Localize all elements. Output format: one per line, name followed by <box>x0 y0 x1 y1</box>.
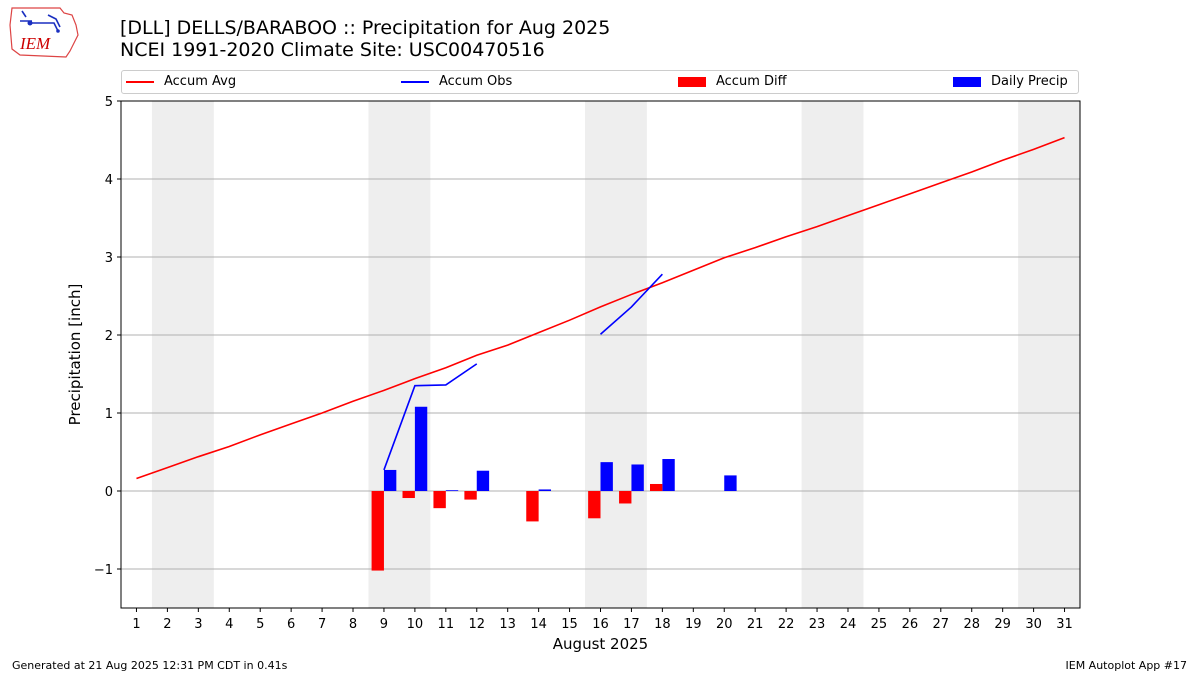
logo-text: IEM <box>19 34 51 53</box>
legend-label-daily-precip: Daily Precip <box>991 74 1068 89</box>
x-tick-label: 18 <box>654 617 671 632</box>
x-tick-label: 6 <box>287 617 295 632</box>
x-tick-label: 16 <box>592 617 609 632</box>
x-tick-label: 31 <box>1056 617 1073 632</box>
daily-precip-bar <box>631 464 644 491</box>
x-tick-label: 9 <box>380 617 388 632</box>
weekend-shade-band <box>151 101 214 608</box>
legend-label-accum-obs: Accum Obs <box>439 74 513 89</box>
y-tick-label: −1 <box>94 563 113 578</box>
generated-timestamp: Generated at 21 Aug 2025 12:31 PM CDT in… <box>12 659 288 672</box>
legend-label-accum-avg: Accum Avg <box>164 74 237 89</box>
x-tick-label: 23 <box>809 617 826 632</box>
y-tick-label: 1 <box>105 407 113 422</box>
x-tick-label: 17 <box>623 617 640 632</box>
x-tick-label: 28 <box>963 617 980 632</box>
legend-item-accum-diff: Accum Diff <box>678 71 787 93</box>
x-tick-label: 3 <box>194 617 202 632</box>
daily-precip-bar <box>414 406 428 491</box>
x-tick-label: 14 <box>530 617 547 632</box>
weekend-shade-band <box>801 101 864 608</box>
x-axis-label: August 2025 <box>553 635 648 653</box>
y-tick-label: 3 <box>105 251 113 266</box>
accum-diff-bar <box>371 491 384 571</box>
x-tick-label: 12 <box>468 617 485 632</box>
x-tick-label: 29 <box>994 617 1011 632</box>
accum-diff-bar <box>526 491 539 522</box>
y-tick-label: 0 <box>105 485 113 500</box>
x-tick-label: 19 <box>685 617 702 632</box>
accum-diff-bar <box>588 491 601 519</box>
accum-obs-line <box>383 363 478 471</box>
x-tick-label: 26 <box>902 617 919 632</box>
legend-item-accum-avg: Accum Avg <box>126 71 236 93</box>
accum-obs-line <box>599 273 663 335</box>
x-tick-label: 4 <box>225 617 233 632</box>
x-tick-label: 5 <box>256 617 264 632</box>
daily-precip-bar <box>600 462 613 491</box>
daily-precip-bar <box>383 469 397 491</box>
accum-diff-bar <box>619 491 632 504</box>
legend: Accum Avg Accum Obs Accum Diff Daily Pre… <box>121 70 1079 94</box>
accum-diff-bar <box>464 491 477 500</box>
x-tick-label: 11 <box>438 617 455 632</box>
legend-label-accum-diff: Accum Diff <box>716 74 787 89</box>
x-tick-label: 22 <box>778 617 795 632</box>
iem-logo-icon: IEM <box>9 7 79 58</box>
chart-title: [DLL] DELLS/BARABOO :: Precipitation for… <box>120 17 611 39</box>
legend-swatch-daily-precip <box>953 76 981 87</box>
x-tick-label: 10 <box>407 617 424 632</box>
chart-subtitle: NCEI 1991-2020 Climate Site: USC00470516 <box>120 39 545 61</box>
weekend-shade-band <box>585 101 647 608</box>
accum-diff-bar <box>433 491 446 509</box>
daily-precip-bar <box>538 489 552 491</box>
x-tick-label: 7 <box>318 617 326 632</box>
x-tick-label: 30 <box>1025 617 1042 632</box>
weekend-shade-band <box>1018 101 1080 608</box>
accum-diff-bar <box>649 483 663 491</box>
x-tick-label: 20 <box>716 617 733 632</box>
legend-item-daily-precip: Daily Precip <box>953 71 1068 93</box>
x-tick-label: 24 <box>840 617 857 632</box>
legend-swatch-accum-avg <box>126 80 154 83</box>
legend-swatch-accum-diff <box>678 76 706 87</box>
y-tick-label: 5 <box>105 95 113 110</box>
x-tick-label: 27 <box>933 617 950 632</box>
x-tick-label: 13 <box>499 617 516 632</box>
daily-precip-bar <box>662 459 675 491</box>
x-tick-label: 21 <box>747 617 764 632</box>
x-tick-label: 8 <box>349 617 357 632</box>
x-tick-label: 25 <box>871 617 888 632</box>
daily-precip-bar <box>476 470 490 491</box>
y-axis-label: Precipitation [inch] <box>66 284 84 426</box>
autoplot-app-label: IEM Autoplot App #17 <box>1065 659 1188 672</box>
y-tick-label: 2 <box>105 329 113 344</box>
accum-avg-line <box>136 136 1065 480</box>
daily-precip-bar <box>724 475 737 491</box>
legend-item-accum-obs: Accum Obs <box>401 71 512 93</box>
daily-precip-bar <box>445 490 459 492</box>
x-tick-label: 1 <box>132 617 140 632</box>
legend-swatch-accum-obs <box>401 80 429 83</box>
x-tick-label: 15 <box>561 617 578 632</box>
x-tick-label: 2 <box>163 617 171 632</box>
accum-diff-bar <box>402 491 415 499</box>
y-tick-label: 4 <box>105 173 113 188</box>
